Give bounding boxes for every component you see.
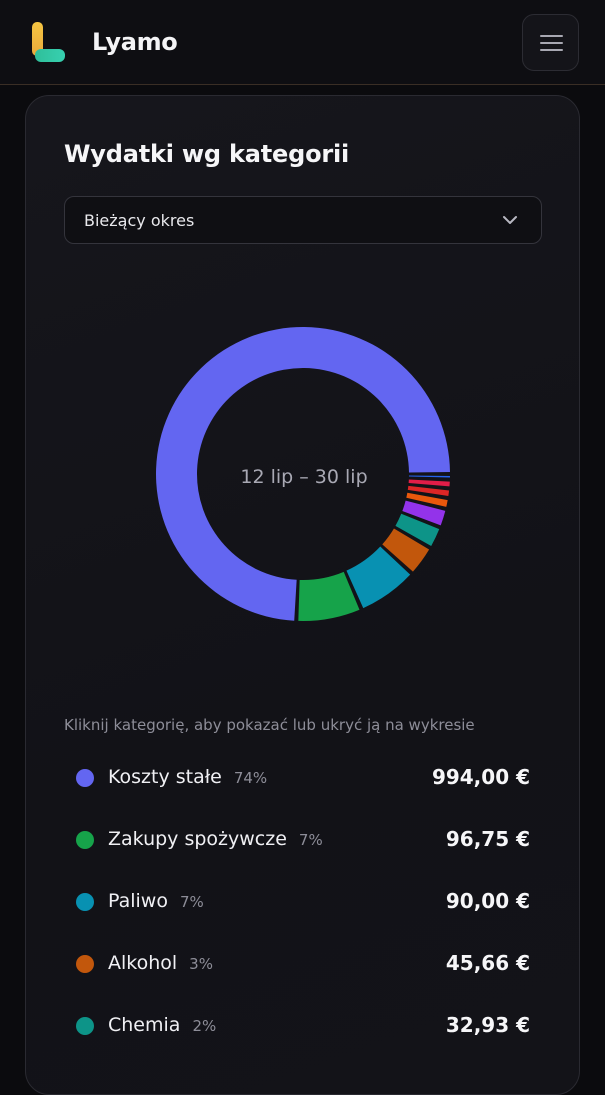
hamburger-line [540, 49, 563, 51]
category-name-wrapper: Chemia 2% [108, 1014, 216, 1036]
category-donut-chart[interactable] [156, 326, 456, 626]
hamburger-line [540, 42, 563, 44]
menu-button[interactable] [522, 14, 579, 71]
category-color-dot [76, 769, 94, 787]
category-percent: 7% [298, 831, 323, 849]
donut-slice-chemia[interactable] [395, 513, 440, 546]
category-percent: 7% [179, 893, 204, 911]
app-header: Lyamo [0, 0, 605, 85]
brand-name[interactable]: Lyamo [92, 28, 178, 56]
donut-slice-8[interactable] [408, 479, 450, 487]
category-row-chemia[interactable]: Chemia 2% 32,93 € [64, 996, 544, 1058]
card-title: Wydatki wg kategorii [64, 140, 350, 168]
period-select-value: Bieżący okres [84, 211, 195, 230]
category-name: Koszty stałe [108, 766, 222, 788]
category-color-dot [76, 831, 94, 849]
category-name-wrapper: Paliwo 7% [108, 890, 204, 912]
category-amount: 45,66 € [445, 951, 530, 975]
category-name-wrapper: Koszty stałe 74% [108, 766, 267, 788]
donut-slice-zakupy-spożywcze[interactable] [298, 571, 360, 621]
category-row-koszty-stale[interactable]: Koszty stałe 74% 994,00 € [64, 748, 544, 810]
chart-center-date-range: 12 lip – 30 lip [240, 466, 368, 488]
hamburger-menu-icon [540, 35, 563, 37]
category-name: Paliwo [108, 890, 168, 912]
category-percent: 2% [192, 1017, 217, 1035]
category-row-paliwo[interactable]: Paliwo 7% 90,00 € [64, 872, 544, 934]
category-name: Alkohol [108, 952, 178, 974]
category-color-dot [76, 1017, 94, 1035]
lyamo-logo-icon[interactable] [32, 22, 66, 64]
period-select[interactable]: Bieżący okres [64, 196, 542, 244]
donut-slice-7[interactable] [407, 485, 450, 497]
category-amount: 32,93 € [445, 1013, 530, 1037]
category-percent: 74% [233, 769, 268, 787]
category-name: Chemia [108, 1014, 181, 1036]
expenses-by-category-card: Wydatki wg kategorii Bieżący okres 12 li… [25, 95, 580, 1095]
chevron-down-icon [503, 216, 517, 224]
category-color-dot [76, 955, 94, 973]
donut-slice-alkohol[interactable] [382, 528, 430, 572]
donut-slice-5[interactable] [402, 500, 446, 526]
category-percent: 3% [189, 955, 213, 973]
category-row-zakupy-spozywcze[interactable]: Zakupy spożywcze 7% 96,75 € [64, 810, 544, 872]
category-name-wrapper: Zakupy spożywcze 7% [108, 828, 323, 850]
category-color-dot [76, 893, 94, 911]
category-list: Koszty stałe 74% 994,00 € Zakupy spożywcz… [64, 748, 544, 1058]
category-name: Zakupy spożywcze [108, 828, 287, 850]
donut-slice-9[interactable] [408, 475, 450, 478]
category-amount: 90,00 € [445, 889, 530, 913]
donut-slice-paliwo[interactable] [346, 546, 411, 609]
category-row-alkohol[interactable]: Alkohol 3% 45,66 € [64, 934, 544, 996]
chart-hint-text: Kliknij kategorię, aby pokazać lub ukryć… [64, 716, 475, 734]
category-name-wrapper: Alkohol 3% [108, 952, 213, 974]
category-amount: 994,00 € [431, 765, 530, 789]
donut-slice-6[interactable] [406, 492, 448, 507]
category-amount: 96,75 € [445, 827, 530, 851]
